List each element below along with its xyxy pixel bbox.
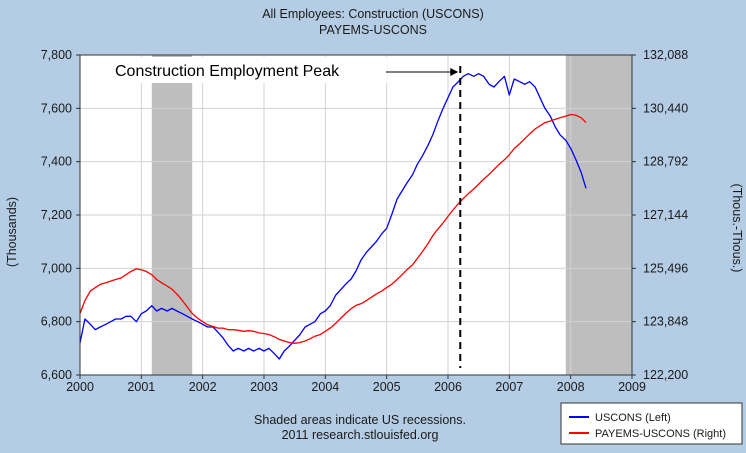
- legend-box: [560, 402, 743, 445]
- left-axis-label: (Thousands): [5, 197, 19, 267]
- left-tick-label: 6,800: [41, 315, 72, 329]
- x-tick-label: 2003: [250, 380, 278, 394]
- recession-note: Shaded areas indicate US recessions.: [254, 413, 466, 427]
- gridlines: [80, 55, 632, 375]
- x-tick-label: 2007: [495, 380, 523, 394]
- right-tick-label: 125,496: [643, 261, 688, 275]
- right-tick-label: 128,792: [643, 155, 688, 169]
- left-tick-label: 7,800: [41, 48, 72, 62]
- x-tick-label: 2000: [66, 380, 94, 394]
- series-lines: [79, 73, 587, 360]
- right-tick-label: 132,088: [643, 48, 688, 62]
- right-tick-label: 123,848: [643, 315, 688, 329]
- left-tick-label: 7,200: [41, 208, 72, 222]
- right-tick-label: 130,440: [643, 101, 688, 115]
- right-axis-label: (Thous.-Thous.): [730, 184, 744, 273]
- series-line-payems-uscons: [79, 113, 587, 344]
- legend-label-payems-uscons: PAYEMS-USCONS (Right): [595, 428, 726, 440]
- right-tick-label: 122,200: [643, 368, 688, 382]
- left-tick-label: 7,000: [41, 261, 72, 275]
- x-tick-label: 2002: [189, 380, 217, 394]
- left-tick-label: 7,400: [41, 155, 72, 169]
- legend: USCONS (Left) PAYEMS-USCONS (Right): [560, 402, 743, 445]
- x-axis: 2000 2001 2002 2003 2004 2005 2006 2007 2008 2009: [66, 375, 646, 394]
- peak-label: Construction Employment Peak: [115, 63, 340, 80]
- x-tick-label: 2001: [127, 380, 155, 394]
- source-note: 2011 research.stlouisfed.org: [282, 428, 439, 442]
- right-tick-label: 127,144: [643, 208, 688, 222]
- left-tick-label: 7,600: [41, 101, 72, 115]
- peak-arrow-head: [450, 68, 459, 76]
- x-tick-label: 2006: [434, 380, 462, 394]
- peak-marker: Construction Employment Peak: [108, 57, 462, 368]
- peak-label-background: [108, 57, 387, 83]
- left-y-axis: 6,600 6,800 7,000 7,200 7,400 7,600 7,800: [41, 48, 80, 382]
- right-y-axis: 122,200 123,848 125,496 127,144 128,792 130,4…: [632, 48, 688, 382]
- x-tick-label: 2004: [311, 380, 339, 394]
- legend-label-uscons: USCONS (Left): [595, 412, 671, 424]
- x-tick-label: 2005: [373, 380, 401, 394]
- x-tick-label: 2008: [557, 380, 585, 394]
- series-line-uscons: [79, 73, 587, 360]
- left-tick-label: 6,600: [41, 368, 72, 382]
- x-tick-label: 2009: [618, 380, 646, 394]
- chart-subtitle: PAYEMS-USCONS: [319, 23, 427, 37]
- chart-title: All Employees: Construction (USCONS): [262, 7, 484, 21]
